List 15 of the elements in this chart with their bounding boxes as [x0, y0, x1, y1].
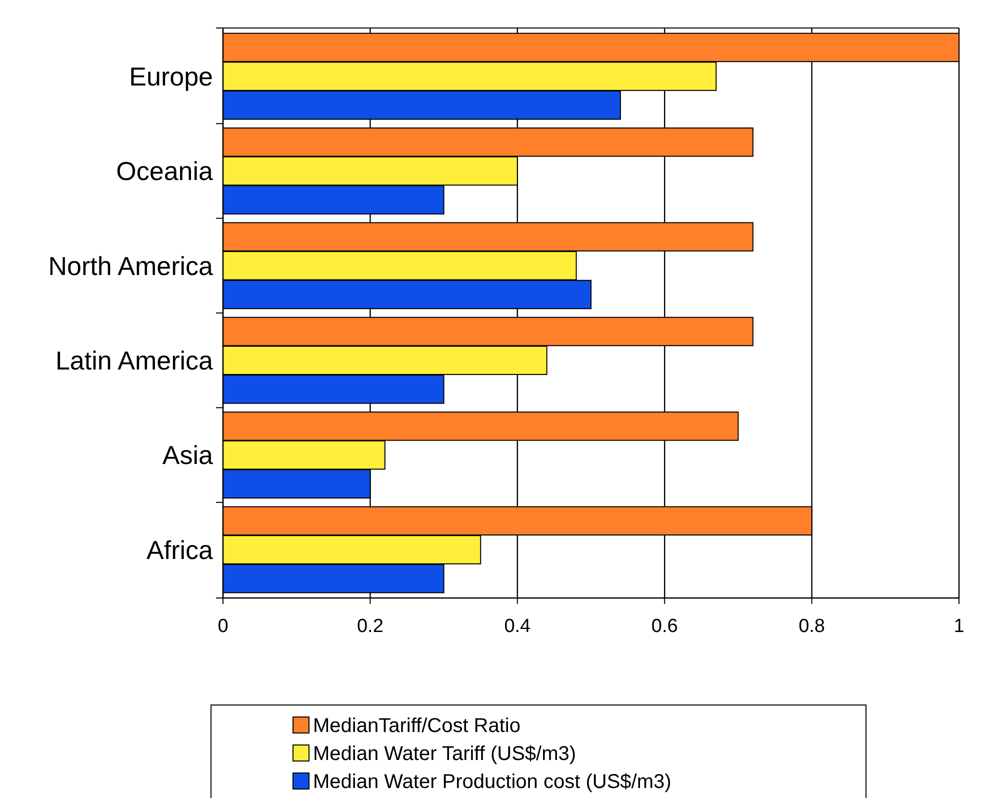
y-tick-label: Latin America	[55, 345, 214, 376]
x-tick-label: 0.2	[356, 616, 384, 637]
legend-label: Median Water Tariff (US$/m3)	[313, 743, 576, 765]
legend-label: Median Water Production cost (US$/m3)	[313, 771, 672, 793]
legend-label: MedianTariff/Cost Ratio	[313, 715, 520, 737]
y-tick-label: Europe	[129, 61, 213, 92]
y-tick-label: Asia	[162, 440, 214, 470]
y-tick-label: North America	[48, 250, 214, 281]
x-tick-label: 1	[954, 616, 964, 637]
y-tick-label: Africa	[146, 534, 214, 565]
y-tick-label: Oceania	[116, 156, 214, 186]
x-tick-label: 0	[218, 616, 228, 637]
x-tick-label: 0.8	[798, 616, 826, 637]
x-tick-label: 0.4	[504, 616, 532, 637]
x-tick-label: 0.6	[651, 616, 678, 637]
